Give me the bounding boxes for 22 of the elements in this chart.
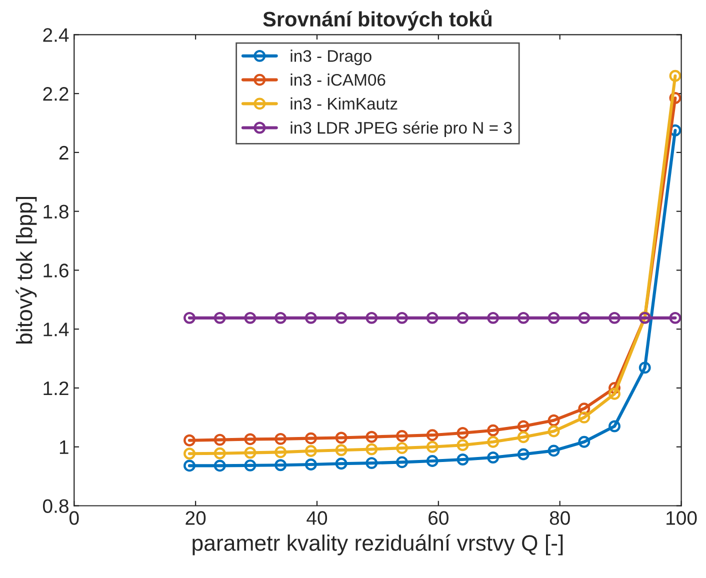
legend-label: in3 LDR JPEG série pro N = 3: [290, 121, 512, 138]
y-tick-label: 2.2: [43, 87, 68, 101]
x-tick-label: 0: [69, 511, 79, 525]
chart-title: Srovnání bitových toků: [263, 10, 492, 31]
legend-label: in3 - KimKautz: [290, 97, 398, 110]
y-axis-title: bitový tok [bpp]: [16, 197, 37, 344]
y-tick-label: 1.6: [44, 264, 68, 278]
legend-label: in3 - iCAM06: [290, 74, 386, 86]
x-axis-title: parametr kvality reziduální vrstvy Q [-]: [192, 534, 563, 556]
y-tick-label: 1.2: [44, 381, 68, 396]
legend-label: in3 - Drago: [290, 50, 372, 66]
y-tick-label: 1.4: [44, 322, 69, 336]
y-tick-label: 1: [60, 440, 68, 454]
y-tick-label: 0.8: [43, 499, 68, 513]
x-tick-label: 20: [186, 511, 206, 525]
y-tick-label: 1.8: [44, 204, 68, 219]
y-tick-label: 2: [59, 146, 68, 160]
x-tick-label: 40: [306, 511, 328, 525]
y-tick-label: 2.4: [43, 28, 69, 42]
x-tick-label: 80: [550, 511, 570, 525]
x-tick-label: 100: [666, 511, 697, 525]
x-tick-label: 60: [428, 511, 448, 525]
